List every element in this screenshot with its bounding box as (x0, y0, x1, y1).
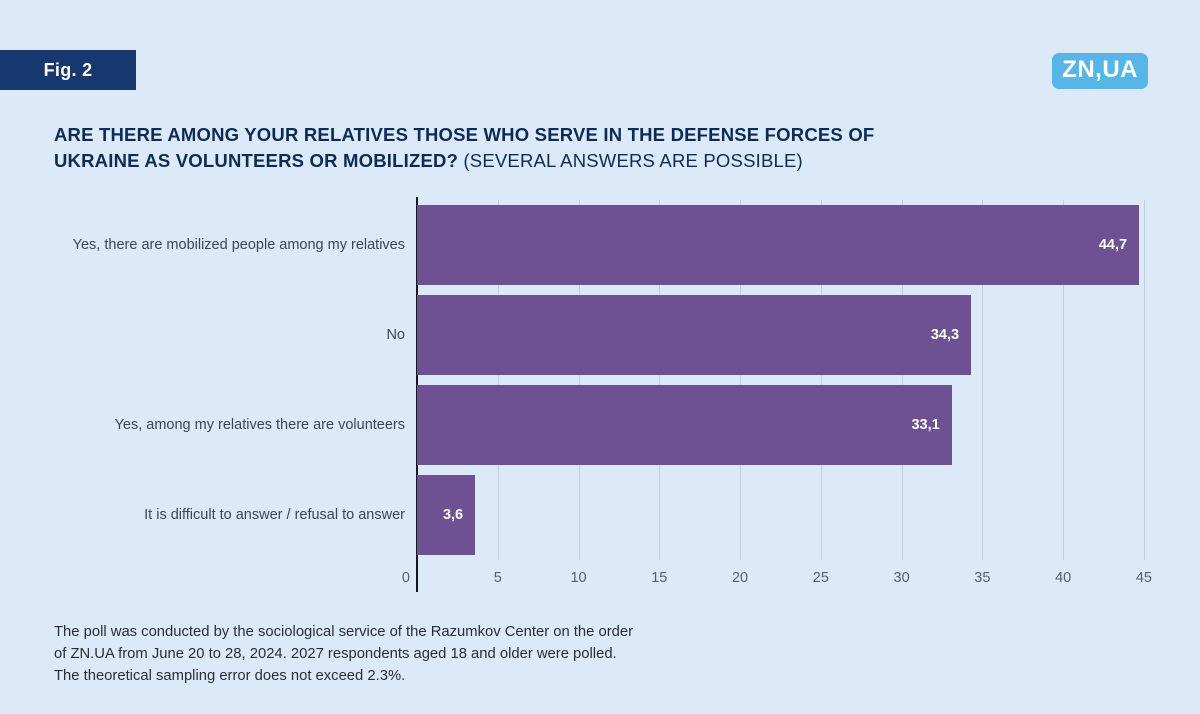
bar: 44,7 (417, 205, 1140, 285)
gridline (740, 200, 742, 560)
gridline (497, 200, 499, 560)
x-tick-label: 15 (651, 570, 668, 586)
znua-logo: ZN,UA (1052, 53, 1148, 89)
bar: 34,3 (417, 295, 972, 375)
bar-chart: Yes, there are mobilized people among my… (54, 197, 1152, 592)
bar-value-label: 33,1 (911, 417, 940, 433)
x-tick-label: 40 (1055, 570, 1072, 586)
category-labels: Yes, there are mobilized people among my… (54, 200, 417, 590)
x-tick-label: 5 (493, 570, 502, 586)
bar-row: 44,7 (417, 200, 1152, 290)
bar-value-label: 3,6 (442, 507, 464, 523)
x-tick-label: 25 (812, 570, 829, 586)
x-axis-ticks: 0 5 10 15 20 25 30 35 40 45 (402, 560, 1152, 590)
gridline (1063, 200, 1065, 560)
bar-value-label: 44,7 (1098, 237, 1128, 253)
x-tick-label: 0 (401, 570, 410, 586)
x-tick-label: 45 (1135, 570, 1152, 586)
figure-badge: Fig. 2 (0, 50, 136, 90)
x-tick-label: 35 (974, 570, 991, 586)
category-label: Yes, there are mobilized people among my… (72, 236, 405, 253)
bar-row: 34,3 (417, 290, 1152, 380)
methodology-note: The poll was conducted by the sociologic… (54, 624, 634, 684)
category-label: No (386, 326, 405, 343)
bar: 3,6 (417, 475, 476, 555)
category-label: Yes, among my relatives there are volunt… (114, 416, 405, 433)
category-label: It is difficult to answer / refusal to a… (144, 506, 405, 523)
gridline (982, 200, 984, 560)
x-tick-label: 10 (570, 570, 587, 586)
znua-logo-text: ZN,UA (1062, 56, 1138, 83)
x-tick-label: 20 (731, 570, 749, 586)
gridline (820, 200, 822, 560)
chart-title-note: (SEVERAL ANSWERS ARE POSSIBLE) (463, 150, 803, 172)
bar-row: 3,6 (417, 470, 1152, 560)
bar-value-label: 34,3 (930, 327, 960, 343)
gridline (578, 200, 580, 560)
chart-title-question: ARE THERE AMONG YOUR RELATIVES THOSE WHO… (54, 124, 875, 172)
chart-title: ARE THERE AMONG YOUR RELATIVES THOSE WHO… (54, 122, 944, 175)
gridline (1143, 200, 1145, 560)
bars-area: 44,7 34,3 33,1 3,6 (417, 200, 1152, 560)
bar: 33,1 (417, 385, 952, 465)
gridline (901, 200, 903, 560)
bar-row: 33,1 (417, 380, 1152, 470)
plot-area: 44,7 34,3 33,1 3,6 0 5 10 15 20 25 30 35 40 45 (402, 197, 1152, 592)
figure-badge-label: Fig. 2 (43, 59, 93, 80)
gridlines (417, 200, 1152, 560)
x-tick-label: 30 (893, 570, 910, 586)
gridline (659, 200, 661, 560)
